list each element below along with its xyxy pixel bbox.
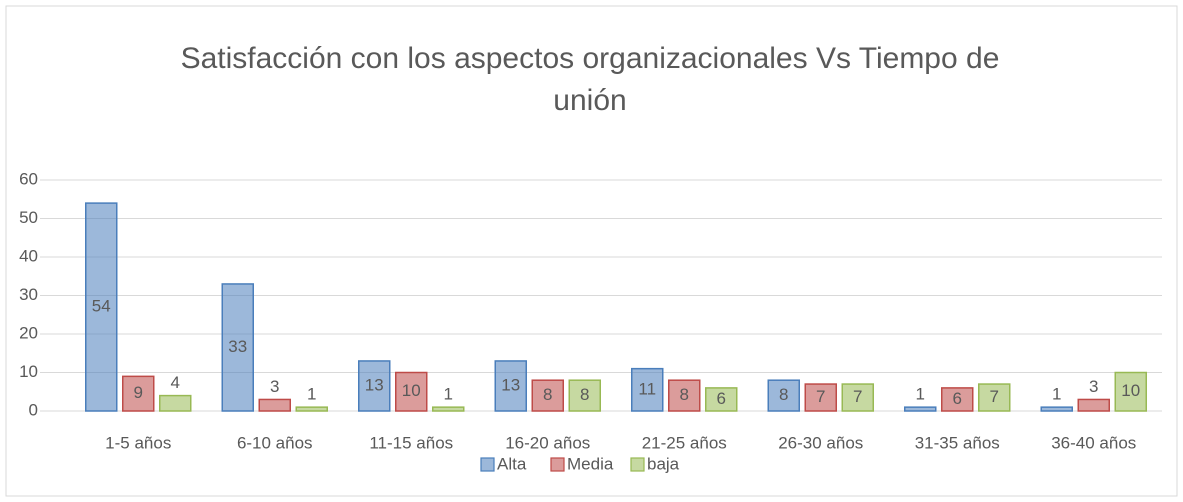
bar (1040, 406, 1073, 412)
bar (804, 383, 837, 412)
data-label: 4 (171, 373, 180, 392)
legend-swatch (480, 457, 495, 472)
data-label: 7 (990, 387, 999, 406)
bar (904, 406, 937, 412)
y-tick-label: 0 (29, 400, 38, 419)
x-tick-label: 1-5 años (105, 433, 171, 452)
data-label: 3 (270, 377, 279, 396)
bar (941, 387, 974, 412)
y-tick-label: 20 (19, 323, 38, 342)
bar (494, 360, 527, 412)
data-label: 6 (717, 389, 726, 408)
data-label: 1 (1052, 385, 1061, 404)
data-label: 1 (444, 385, 453, 404)
y-tick-label: 30 (19, 285, 38, 304)
bar (122, 375, 155, 412)
y-tick-label: 50 (19, 208, 38, 227)
bar (1077, 398, 1110, 412)
legend-label: Alta (497, 454, 527, 473)
chart-border (5, 5, 1178, 497)
bar (568, 379, 601, 412)
chart-title: Satisfacción con los aspectos organizaci… (180, 42, 1000, 117)
data-label: 9 (134, 383, 143, 402)
x-tick-label: 11-15 años (369, 433, 453, 452)
bar (432, 406, 465, 412)
bar (85, 202, 118, 412)
bar (705, 387, 738, 412)
bar (531, 379, 564, 412)
bar (767, 379, 800, 412)
x-tick-label: 26-30 años (778, 433, 863, 452)
data-label: 13 (501, 375, 520, 394)
data-label: 6 (953, 389, 962, 408)
x-tick-label: 21-25 años (642, 433, 727, 452)
legend-label: Media (567, 454, 614, 473)
bar (159, 394, 192, 412)
data-label: 10 (402, 381, 421, 400)
data-label: 8 (580, 385, 589, 404)
bar (258, 398, 291, 412)
data-label: 54 (92, 297, 111, 316)
data-label: 13 (365, 375, 384, 394)
bar (358, 360, 391, 412)
bar (221, 283, 254, 412)
bar (1114, 371, 1147, 412)
data-label: 33 (228, 337, 247, 356)
bar (395, 371, 428, 412)
data-label: 7 (816, 387, 825, 406)
data-label: 11 (638, 379, 656, 398)
data-label: 3 (1089, 377, 1098, 396)
x-tick-label: 6-10 años (237, 433, 313, 452)
x-tick-label: 31-35 años (915, 433, 1000, 452)
bar (978, 383, 1011, 412)
bar (668, 379, 701, 412)
data-label: 1 (916, 385, 925, 404)
bar (295, 406, 328, 412)
data-label: 8 (779, 385, 788, 404)
y-tick-label: 10 (19, 362, 38, 381)
y-tick-label: 40 (19, 246, 38, 265)
x-tick-label: 36-40 años (1051, 433, 1136, 452)
bar (631, 367, 664, 412)
data-label: 10 (1121, 381, 1140, 400)
data-label: 8 (680, 385, 689, 404)
x-tick-label: 16-20 años (505, 433, 590, 452)
data-label: 8 (543, 385, 552, 404)
y-tick-label: 60 (19, 169, 38, 188)
legend-swatch (630, 457, 645, 472)
data-label: 7 (853, 387, 862, 406)
data-label: 1 (307, 385, 316, 404)
legend-swatch (550, 457, 565, 472)
bar (841, 383, 874, 412)
legend-label: baja (647, 454, 680, 473)
